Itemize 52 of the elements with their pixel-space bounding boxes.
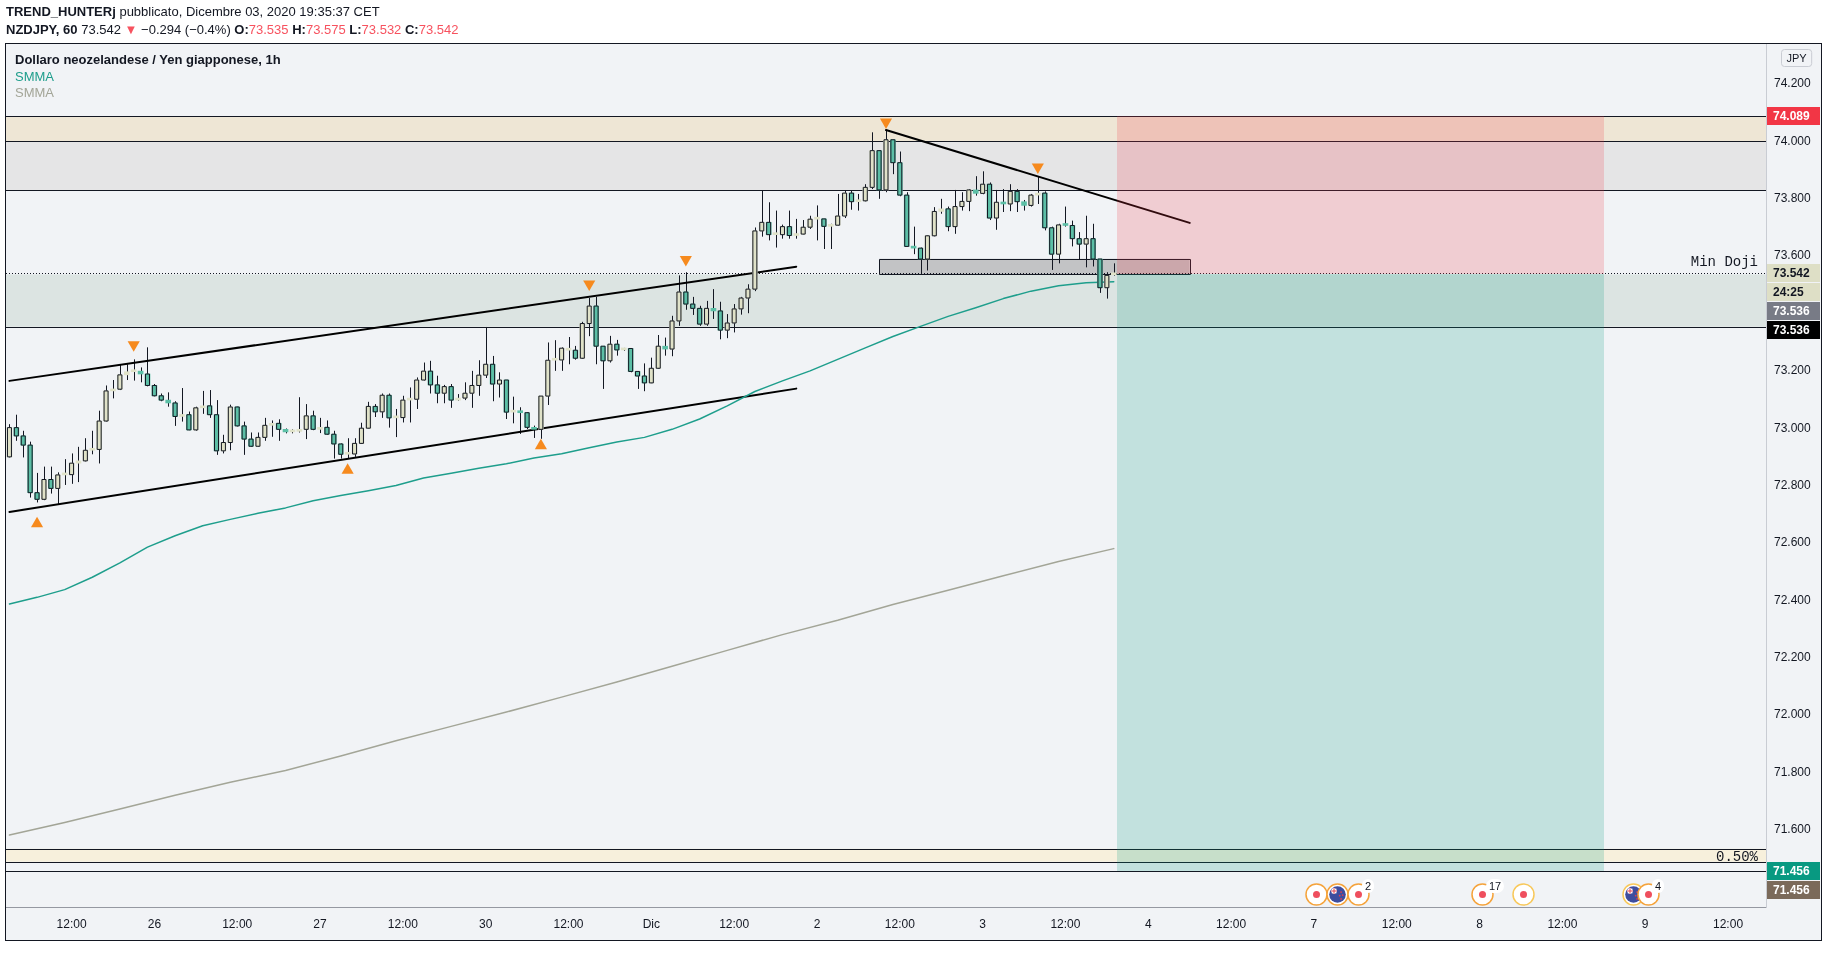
text: 24:25	[1773, 284, 1805, 299]
x-tick-label: 12:00	[1216, 916, 1247, 931]
x-tick-label: 12:00	[884, 916, 916, 931]
x-tick-label: 26	[147, 916, 162, 931]
y-tick-label: 74.200	[1774, 76, 1812, 91]
y-axis-title: JPY	[1786, 51, 1808, 64]
annotation: 2	[1362, 879, 1375, 893]
y-tick-label: 73.600	[1774, 248, 1812, 263]
y-tick-label: 71.600	[1774, 821, 1812, 836]
x-tick-label: Dic	[642, 916, 661, 931]
ref-line-label: 73.542	[1773, 265, 1811, 280]
x-tick-label: 30	[479, 916, 493, 931]
y-tick-label: 71.800	[1774, 764, 1812, 779]
band-label: 0.50%	[1715, 848, 1759, 865]
chart-subtitle: TREND_HUNTERj pubblicato, Dicembre 03, 2020 19:35:37 CET	[6, 4, 380, 19]
text: NZDJPY, 60 73.542 ▼ −0.294 (−0.4%) O:73.535 H:73.575 L:73.532 C:73.542	[6, 22, 459, 37]
x-tick-label: 27	[313, 916, 328, 931]
x-tick-label: 12:00	[222, 916, 253, 931]
x-tick-label: 2	[813, 916, 821, 931]
annotation: 4	[1652, 879, 1665, 893]
text: Dollaro neozelandese / Yen giapponese, 1h	[15, 51, 281, 67]
y-tick-label: 73.200	[1774, 363, 1812, 378]
y-tick-label: 73.000	[1774, 420, 1812, 435]
y-tick-label: 72.800	[1774, 477, 1812, 492]
text: SMMA	[15, 68, 55, 84]
x-tick-label: 9	[1641, 916, 1649, 931]
text: 73.536	[1773, 303, 1811, 318]
x-tick-label: 8	[1476, 916, 1484, 931]
y-tick-label: 72.400	[1774, 592, 1812, 607]
x-tick-label: 12:00	[1381, 916, 1413, 931]
x-tick-label: 7	[1310, 916, 1318, 931]
annotation: Min Doji	[1690, 254, 1758, 270]
text: SMMA	[15, 85, 55, 101]
x-tick-label: 12:00	[1050, 916, 1081, 931]
x-tick-label: 12:00	[56, 916, 87, 931]
text: 71.456	[1773, 882, 1811, 897]
y-tick-label: 74.000	[1774, 133, 1812, 148]
ref-line-label: 74.089	[1773, 108, 1811, 123]
x-tick-label: 3	[979, 916, 987, 931]
x-tick-label: 12:00	[1547, 916, 1578, 931]
annotation: 17	[1486, 879, 1505, 893]
y-tick-label: 73.800	[1774, 191, 1812, 206]
ref-line-label: 71.456	[1773, 863, 1811, 878]
x-tick-label: 12:00	[387, 916, 419, 931]
x-tick-label: 12:00	[1713, 916, 1744, 931]
y-tick-label: 72.000	[1774, 707, 1812, 722]
x-tick-label: 12:00	[553, 916, 584, 931]
x-tick-label: 12:00	[719, 916, 750, 931]
y-tick-label: 72.200	[1774, 649, 1812, 664]
x-tick-label: 4	[1144, 916, 1152, 931]
y-tick-label: 72.600	[1774, 535, 1812, 550]
text: 73.536	[1773, 322, 1811, 337]
